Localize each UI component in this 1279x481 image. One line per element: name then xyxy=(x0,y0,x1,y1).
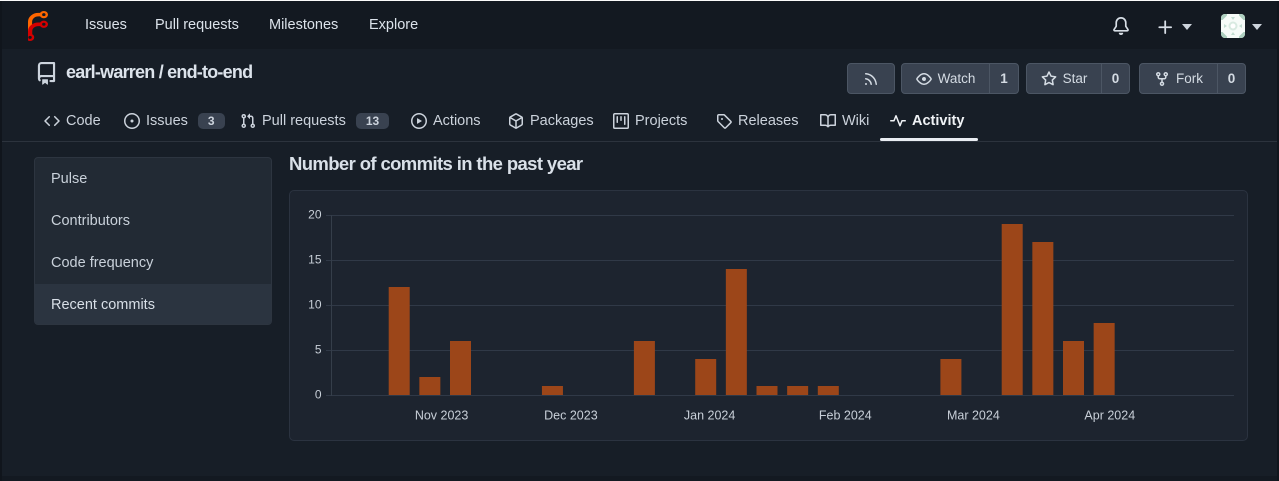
svg-text:15: 15 xyxy=(308,253,322,267)
svg-text:Mar 2024: Mar 2024 xyxy=(947,409,1000,423)
svg-text:0: 0 xyxy=(315,388,322,402)
svg-text:Apr 2024: Apr 2024 xyxy=(1084,409,1135,423)
svg-text:Jan 2024: Jan 2024 xyxy=(684,409,735,423)
svg-text:Dec 2023: Dec 2023 xyxy=(544,409,598,423)
svg-text:10: 10 xyxy=(308,298,322,312)
svg-text:Nov 2023: Nov 2023 xyxy=(415,409,469,423)
svg-text:20: 20 xyxy=(308,208,322,222)
svg-text:5: 5 xyxy=(315,343,322,357)
svg-text:Feb 2024: Feb 2024 xyxy=(819,409,872,423)
